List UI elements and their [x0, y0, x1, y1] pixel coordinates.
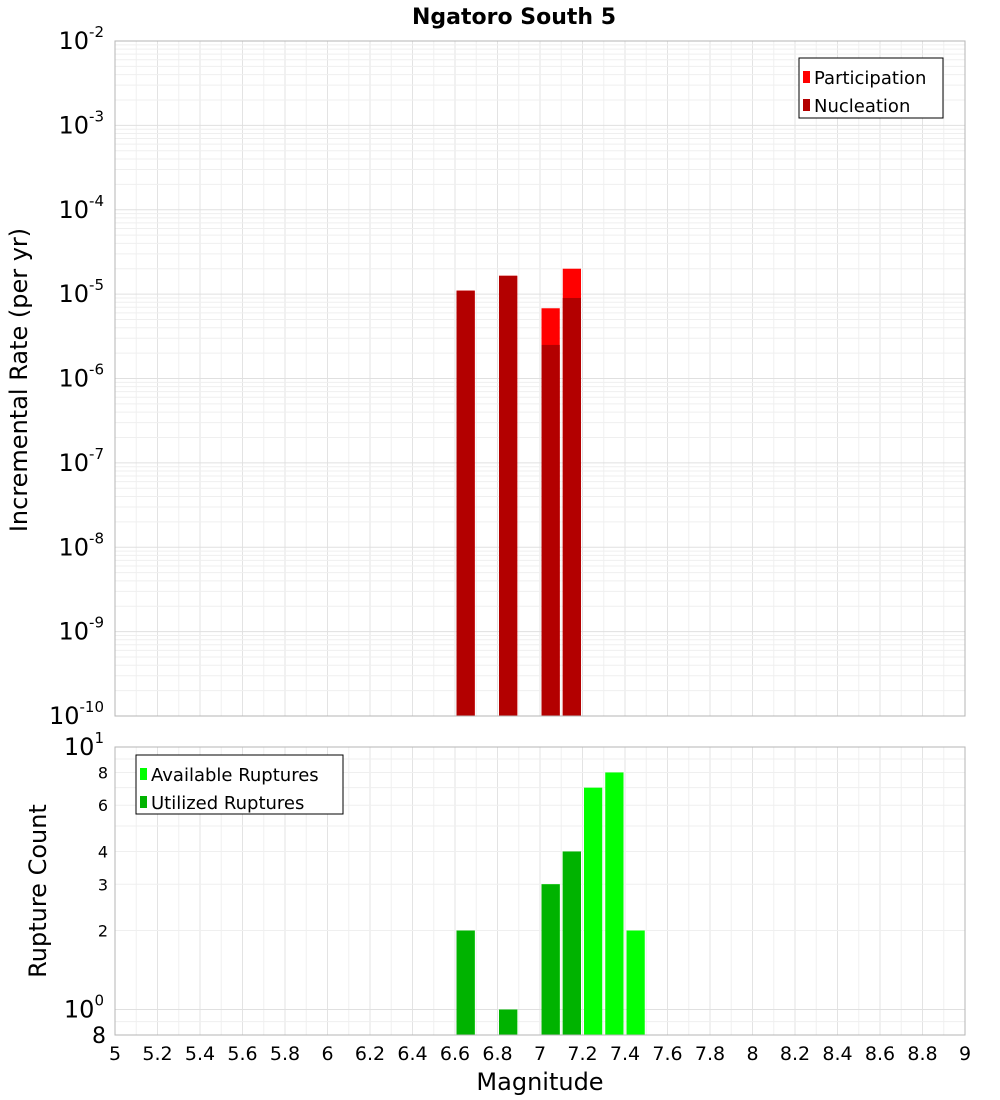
legend-box — [135, 754, 344, 815]
x-axis-label: Magnitude — [476, 1068, 603, 1096]
legend-box — [798, 57, 944, 119]
x-tick-label: 5.8 — [270, 1043, 300, 1065]
legend-swatch — [803, 71, 810, 83]
x-tick-label: 8.2 — [780, 1043, 810, 1065]
x-tick-label: 7.6 — [652, 1043, 682, 1065]
bar-available-ruptures-7.35 — [605, 772, 624, 1035]
bar-nucleation-7.15 — [562, 297, 581, 716]
x-tick-label: 7 — [534, 1043, 546, 1065]
bar-utilized-ruptures-7.05 — [541, 884, 560, 1035]
legend-label: Nucleation — [814, 96, 910, 117]
legend-bottom: Available Ruptures Utilized Ruptures — [135, 754, 344, 815]
legend-swatch — [140, 796, 147, 808]
legend-label: Available Ruptures — [151, 765, 319, 786]
x-tick-label: 6.8 — [482, 1043, 512, 1065]
x-tick-label: 5 — [109, 1043, 121, 1065]
y-tick-label: 10-5 — [58, 276, 104, 308]
y-tick-label: 100 — [64, 992, 104, 1024]
bar-utilized-ruptures-6.85 — [499, 1009, 518, 1035]
y-tick-label: 2 — [98, 922, 108, 941]
y-tick-label: 6 — [98, 796, 108, 815]
y-tick-label: 8 — [98, 763, 108, 782]
y-tick-label: 101 — [64, 729, 104, 761]
x-tick-label: 7.4 — [610, 1043, 640, 1065]
y-tick-label: 4 — [98, 842, 108, 861]
x-tick-label: 9 — [959, 1043, 971, 1065]
plot-frame — [114, 746, 966, 1036]
legend-swatch — [803, 99, 810, 111]
x-tick-label: 7.8 — [695, 1043, 725, 1065]
x-tick-label: 5.2 — [142, 1043, 172, 1065]
bar-nucleation-6.85 — [499, 275, 518, 716]
x-tick-label: 8 — [746, 1043, 758, 1065]
legend-label: Participation — [814, 68, 926, 89]
x-tick-label: 8.8 — [907, 1043, 937, 1065]
bar-utilized-ruptures-7.15 — [562, 851, 581, 1035]
x-tick-label: 6.4 — [397, 1043, 427, 1065]
y-tick-label: 10-9 — [58, 614, 104, 646]
plot-frame — [114, 40, 966, 717]
y-axis-label-top: Incremental Rate (per yr) — [5, 228, 33, 532]
x-tick-label: 5.4 — [185, 1043, 215, 1065]
x-tick-label: 5.6 — [227, 1043, 257, 1065]
y-tick-label: 10-2 — [58, 23, 104, 55]
legend-label: Utilized Ruptures — [151, 793, 304, 814]
y-tick-label: 10-3 — [58, 107, 104, 139]
x-tick-label: 8.6 — [865, 1043, 895, 1065]
y-axis-label-bottom: Rupture Count — [24, 804, 52, 978]
y-tick-label: 10-10 — [49, 698, 104, 730]
y-tick-label: 10-4 — [58, 192, 104, 224]
plot-top: 10-2 10-3 10-4 10-5 10-6 10-7 10-8 10-9 10-10 — [49, 23, 966, 730]
bar-available-ruptures-7.25 — [584, 787, 603, 1035]
y-tick-label: 10-8 — [58, 529, 104, 561]
x-tick-label: 6 — [321, 1043, 333, 1065]
bar-utilized-ruptures-6.65 — [456, 930, 475, 1035]
y-tick-label: 10-6 — [58, 361, 104, 393]
legend-top: Participation Nucleation — [798, 57, 944, 119]
y-tick-label: 3 — [98, 875, 108, 894]
bar-available-ruptures-7.45 — [626, 930, 645, 1035]
x-tick-label: 8.4 — [822, 1043, 852, 1065]
chart-title: Ngatoro South 5 — [412, 5, 616, 30]
y-tick-label: 8 — [92, 1024, 106, 1049]
x-tick-label: 6.6 — [440, 1043, 470, 1065]
y-tick-label: 10-7 — [58, 445, 104, 477]
legend-swatch — [140, 768, 147, 780]
bar-nucleation-7.05 — [541, 344, 560, 716]
x-tick-label: 7.2 — [567, 1043, 597, 1065]
bar-nucleation-6.65 — [456, 290, 475, 716]
x-tick-label: 6.2 — [355, 1043, 385, 1065]
